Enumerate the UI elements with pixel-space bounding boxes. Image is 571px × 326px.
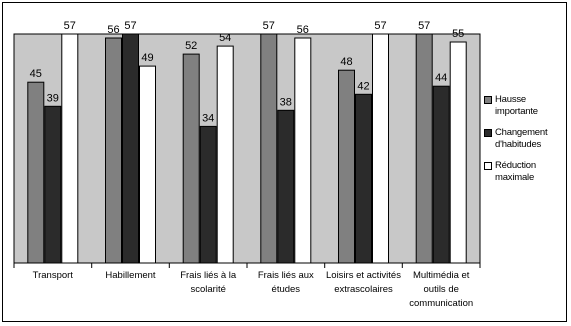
bar-value-label: 57 <box>263 20 275 32</box>
legend-swatch <box>484 96 492 104</box>
chart-frame <box>2 2 567 322</box>
bar-r-duction-maximale-3 <box>294 37 312 264</box>
bar-r-duction-maximale-4 <box>372 33 389 264</box>
bar-value-label: 34 <box>202 112 214 124</box>
legend-swatch <box>484 129 492 137</box>
bar-value-label: 44 <box>435 72 447 84</box>
bar-value-label: 55 <box>452 28 464 40</box>
bar-hausse-importante-1 <box>105 37 122 264</box>
x-tick-label: Frais liés à la scolarité <box>180 270 237 295</box>
bar-hausse-importante-2 <box>182 53 200 264</box>
legend-label: Hausse importante <box>495 94 538 117</box>
bar-changement-d-habitudes-3 <box>277 109 295 264</box>
x-tick-label: Transport <box>33 270 74 281</box>
bar-value-label: 56 <box>297 24 309 36</box>
bar-hausse-importante-4 <box>338 69 355 264</box>
bar-value-label: 49 <box>141 52 153 64</box>
x-tick-label: Multimédia et outils de communication <box>409 270 473 309</box>
bar-value-label: 54 <box>219 32 231 44</box>
bar-changement-d-habitudes-1 <box>122 33 139 264</box>
bar-value-label: 57 <box>64 20 76 32</box>
plot-area <box>13 33 481 264</box>
bar-hausse-importante-3 <box>260 33 278 264</box>
legend-swatch <box>484 162 492 170</box>
bar-hausse-importante-0 <box>27 81 45 264</box>
bar-value-label: 57 <box>124 20 136 32</box>
bar-r-duction-maximale-0 <box>61 33 79 264</box>
bar-hausse-importante-5 <box>415 33 433 264</box>
legend-item: Changement d'habitudes <box>484 127 570 151</box>
legend-label: Réduction maximale <box>495 160 536 183</box>
legend-item: Réduction maximale <box>484 160 570 184</box>
legend-label: Changement d'habitudes <box>495 127 548 150</box>
bar-changement-d-habitudes-0 <box>44 105 62 264</box>
bar-value-label: 57 <box>418 20 430 32</box>
bar-value-label: 39 <box>47 92 59 104</box>
x-tick-label: Habillement <box>105 270 156 281</box>
bar-value-label: 42 <box>357 80 369 92</box>
legend: Hausse importante Changement d'habitudes Réd… <box>484 94 570 193</box>
x-tick-label: Loisirs et activités extrascolaires <box>326 270 401 295</box>
bar-value-label: 57 <box>374 20 386 32</box>
bar-value-label: 52 <box>185 40 197 52</box>
bar-r-duction-maximale-1 <box>139 65 156 264</box>
bar-value-label: 56 <box>107 24 119 36</box>
bar-changement-d-habitudes-5 <box>432 85 450 264</box>
bar-changement-d-habitudes-4 <box>355 93 372 264</box>
bar-value-label: 48 <box>340 56 352 68</box>
bar-r-duction-maximale-2 <box>216 45 234 264</box>
bar-value-label: 38 <box>280 96 292 108</box>
bar-changement-d-habitudes-2 <box>199 125 217 264</box>
bar-r-duction-maximale-5 <box>449 41 467 264</box>
x-tick-label: Frais liés aux études <box>258 270 314 295</box>
legend-item: Hausse importante <box>484 94 570 118</box>
bar-value-label: 45 <box>30 68 42 80</box>
